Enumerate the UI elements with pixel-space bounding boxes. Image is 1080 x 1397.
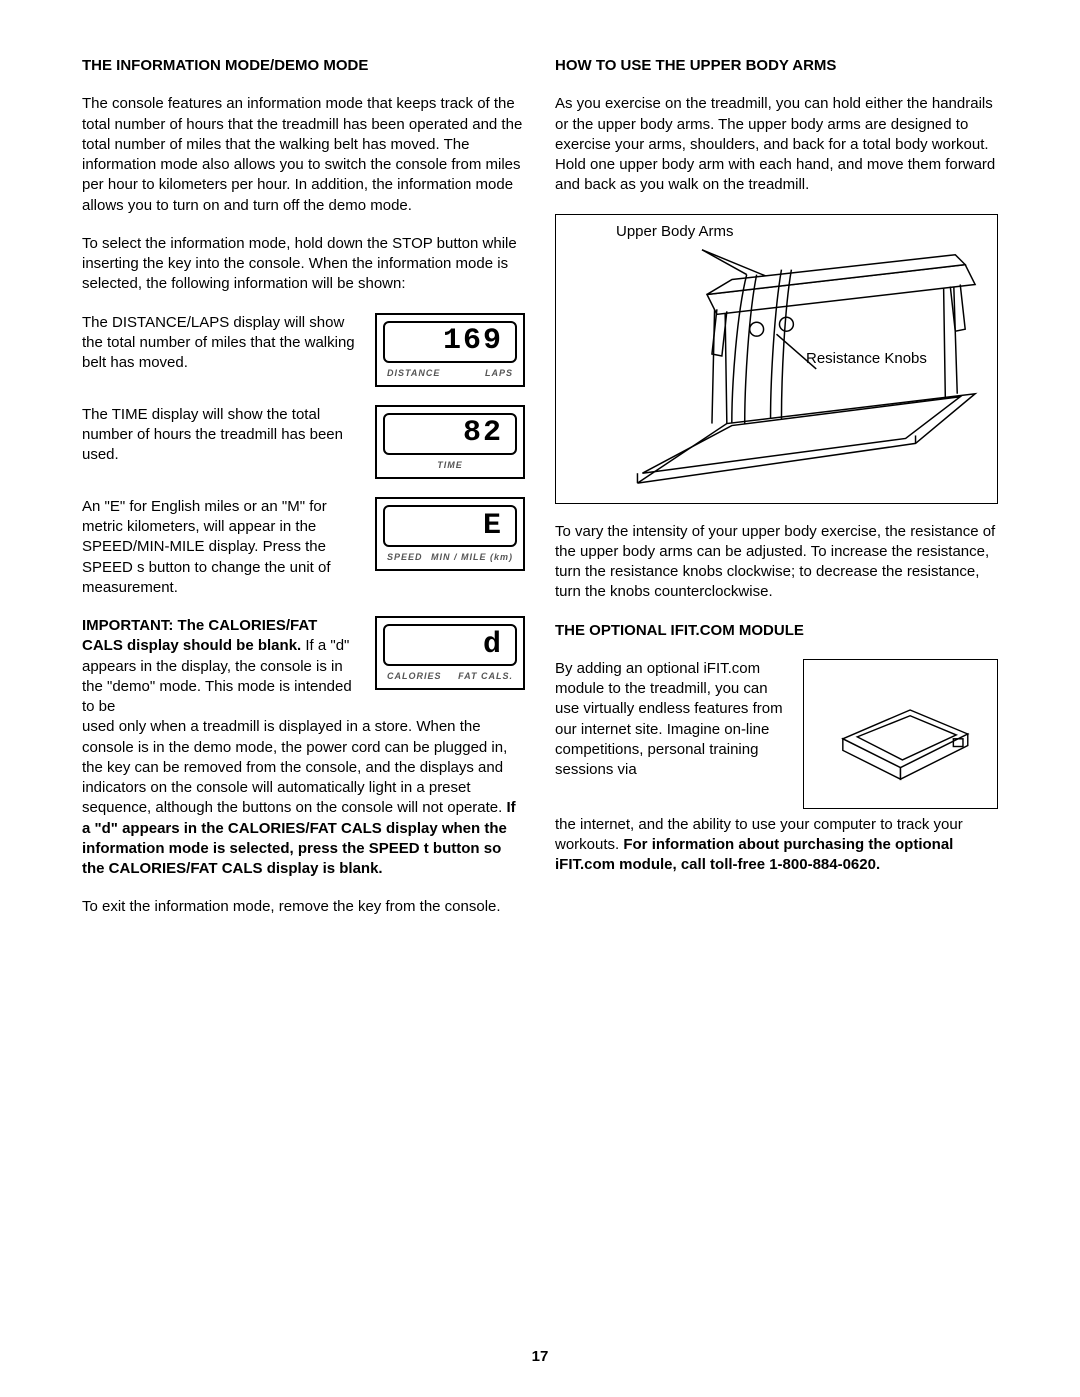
left-column: THE INFORMATION MODE/DEMO MODE The conso… (82, 56, 525, 936)
upper-body-heading: HOW TO USE THE UPPER BODY ARMS (555, 56, 998, 76)
time-value: 82 (463, 413, 503, 454)
calories-label-right: FAT CALS. (458, 670, 513, 682)
demo-mode-para: used only when a treadmill is displayed … (82, 717, 525, 879)
distance-label-left: DISTANCE (387, 367, 440, 379)
calories-value: d (483, 625, 503, 666)
distance-lcd: 169 DISTANCE LAPS (375, 313, 525, 387)
time-label: TIME (437, 459, 463, 471)
treadmill-icon (556, 215, 997, 503)
ifit-module-diagram (803, 659, 998, 809)
calories-lcd: d CALORIES FAT CALS. (375, 616, 525, 690)
calories-row: IMPORTANT: The CALORIES/FAT CALS display… (82, 616, 525, 717)
time-row: The TIME display will show the total num… (82, 405, 525, 479)
speed-text: An "E" for English miles or an "M" for m… (82, 497, 357, 598)
treadmill-diagram: Upper Body Arms Resistance Knobs (555, 214, 998, 504)
calories-text-block: IMPORTANT: The CALORIES/FAT CALS display… (82, 616, 357, 717)
speed-row: An "E" for English miles or an "M" for m… (82, 497, 525, 598)
info-mode-para2: To select the information mode, hold dow… (82, 234, 525, 295)
ifit-heading: THE OPTIONAL IFIT.COM MODULE (555, 621, 998, 641)
calories-label-left: CALORIES (387, 670, 442, 682)
info-mode-heading: THE INFORMATION MODE/DEMO MODE (82, 56, 525, 76)
time-text: The TIME display will show the total num… (82, 405, 357, 466)
ifit-para3: the internet, and the ability to use you… (555, 815, 998, 876)
speed-label-right: MIN / MILE (km) (431, 551, 513, 563)
upper-body-para1: As you exercise on the treadmill, you ca… (555, 94, 998, 195)
upper-body-para2: To vary the intensity of your upper body… (555, 522, 998, 603)
info-mode-para1: The console features an information mode… (82, 94, 525, 216)
speed-value: E (483, 506, 503, 547)
distance-label-right: LAPS (485, 367, 513, 379)
speed-lcd: E SPEED MIN / MILE (km) (375, 497, 525, 571)
calories-bold: IMPORTANT: The CALORIES/FAT CALS display… (82, 617, 317, 654)
speed-label-left: SPEED (387, 551, 423, 563)
distance-text: The DISTANCE/LAPS display will show the … (82, 313, 357, 374)
exit-info-para: To exit the information mode, remove the… (82, 897, 525, 917)
distance-row: The DISTANCE/LAPS display will show the … (82, 313, 525, 387)
ifit-module-row: By adding an optional iFIT.com module to… (555, 659, 998, 809)
module-icon (814, 670, 987, 798)
page-number: 17 (0, 1347, 1080, 1367)
right-column: HOW TO USE THE UPPER BODY ARMS As you ex… (555, 56, 998, 936)
demo-mode-text-a: used only when a treadmill is displayed … (82, 718, 507, 816)
ifit-module-text: By adding an optional iFIT.com module to… (555, 659, 789, 809)
distance-value: 169 (443, 321, 503, 362)
time-lcd: 82 TIME (375, 405, 525, 479)
